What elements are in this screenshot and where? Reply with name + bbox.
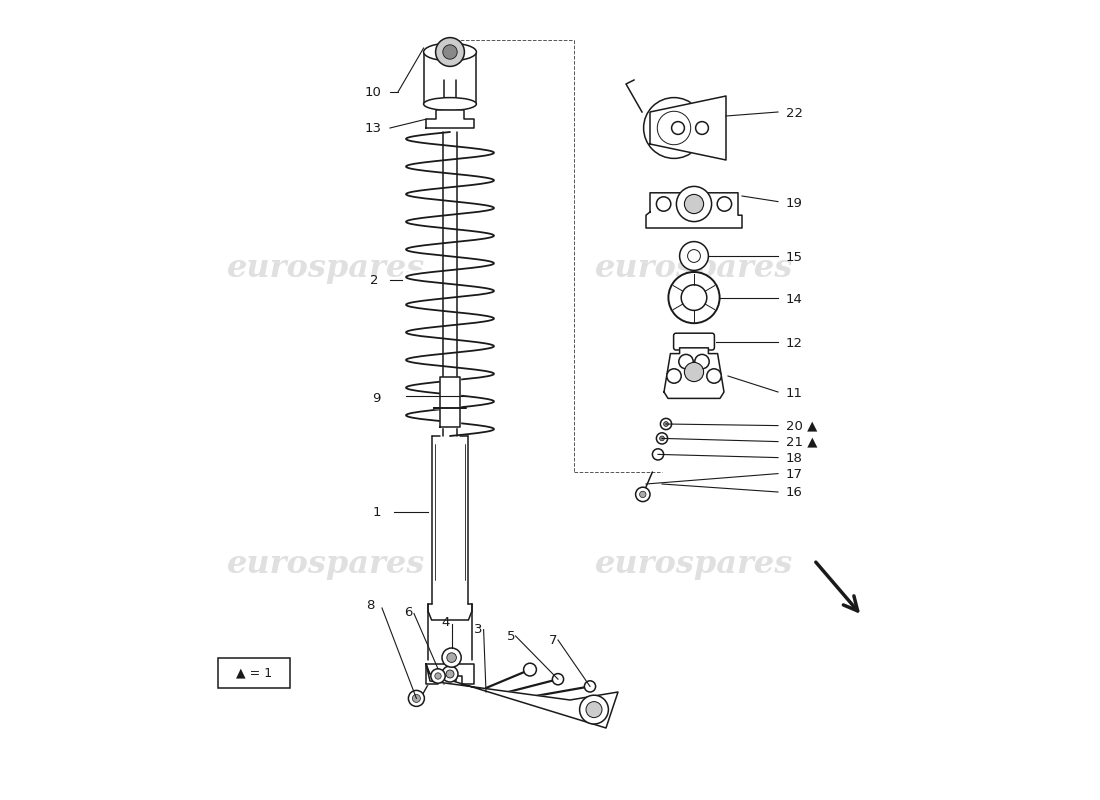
Text: eurospares: eurospares	[227, 253, 425, 283]
Circle shape	[584, 681, 595, 692]
Circle shape	[443, 45, 458, 59]
Circle shape	[676, 186, 712, 222]
Circle shape	[695, 354, 710, 369]
Circle shape	[524, 663, 537, 676]
Circle shape	[669, 272, 719, 323]
Bar	[218, 658, 290, 688]
Circle shape	[663, 422, 669, 426]
Text: 5: 5	[506, 630, 515, 642]
Text: 22: 22	[786, 107, 803, 120]
Text: 1: 1	[373, 506, 381, 518]
Text: 3: 3	[474, 623, 482, 636]
Text: 4: 4	[442, 616, 450, 629]
Circle shape	[695, 122, 708, 134]
Text: 8: 8	[366, 599, 374, 612]
Circle shape	[412, 694, 420, 702]
Text: 18: 18	[786, 452, 803, 465]
Text: ▲ = 1: ▲ = 1	[235, 666, 272, 679]
Circle shape	[636, 487, 650, 502]
Circle shape	[717, 197, 732, 211]
Circle shape	[644, 98, 704, 158]
Circle shape	[679, 354, 693, 369]
Text: 21 ▲: 21 ▲	[786, 436, 817, 449]
Text: 11: 11	[786, 387, 803, 400]
Text: 12: 12	[786, 337, 803, 350]
Circle shape	[688, 250, 701, 262]
Circle shape	[667, 369, 681, 383]
Text: 7: 7	[549, 634, 558, 647]
Polygon shape	[664, 348, 724, 398]
Text: 15: 15	[786, 251, 803, 264]
Circle shape	[681, 285, 707, 310]
Text: 2: 2	[370, 274, 378, 286]
Circle shape	[446, 670, 454, 678]
Circle shape	[442, 666, 458, 682]
Polygon shape	[426, 664, 474, 684]
Circle shape	[660, 436, 664, 441]
Text: 17: 17	[786, 468, 803, 481]
Circle shape	[447, 653, 456, 662]
Polygon shape	[650, 96, 726, 160]
Text: 14: 14	[786, 293, 803, 306]
Circle shape	[684, 362, 704, 382]
Circle shape	[580, 695, 608, 724]
Circle shape	[442, 648, 461, 667]
Circle shape	[652, 449, 663, 460]
Text: eurospares: eurospares	[595, 549, 793, 579]
Polygon shape	[426, 110, 474, 128]
Polygon shape	[426, 664, 618, 728]
Text: 16: 16	[786, 486, 803, 499]
Circle shape	[639, 491, 646, 498]
Circle shape	[408, 690, 425, 706]
Text: eurospares: eurospares	[595, 253, 793, 283]
Text: 6: 6	[404, 606, 412, 618]
Text: eurospares: eurospares	[227, 549, 425, 579]
Circle shape	[680, 242, 708, 270]
Circle shape	[434, 673, 441, 679]
FancyBboxPatch shape	[673, 333, 714, 350]
Text: 19: 19	[786, 197, 803, 210]
Circle shape	[684, 194, 704, 214]
Circle shape	[552, 674, 563, 685]
Circle shape	[660, 418, 672, 430]
Text: 9: 9	[373, 392, 381, 405]
Polygon shape	[646, 193, 742, 228]
Circle shape	[657, 433, 668, 444]
Ellipse shape	[424, 98, 476, 110]
Text: 10: 10	[364, 86, 382, 98]
Circle shape	[436, 38, 464, 66]
Text: 20 ▲: 20 ▲	[786, 420, 817, 433]
Circle shape	[586, 702, 602, 718]
Circle shape	[657, 197, 671, 211]
Text: 13: 13	[364, 122, 382, 134]
Circle shape	[431, 669, 446, 683]
Circle shape	[707, 369, 722, 383]
Polygon shape	[434, 377, 466, 408]
Ellipse shape	[424, 43, 476, 61]
Circle shape	[672, 122, 684, 134]
Circle shape	[658, 111, 691, 145]
Polygon shape	[440, 408, 460, 427]
